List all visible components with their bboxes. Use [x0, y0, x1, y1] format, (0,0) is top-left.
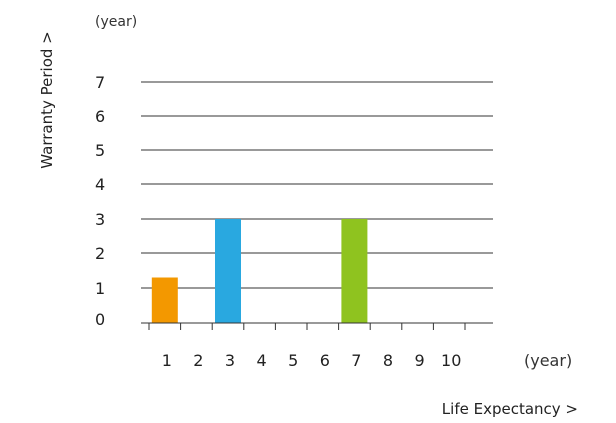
y-tick-label: 3	[95, 210, 105, 229]
x-tick-marks	[148, 323, 466, 330]
y-tick-label: 7	[95, 73, 105, 92]
x-tick-label: 1	[162, 351, 172, 370]
x-tick-label: 6	[320, 351, 330, 370]
x-tick-labels: 1 2 3 4 5 6 7 8 9 10	[162, 351, 462, 370]
y-tick-label: 1	[95, 279, 105, 298]
y-tick-label: 2	[95, 244, 105, 263]
x-tick-label: 4	[257, 351, 267, 370]
bar-1	[151, 277, 178, 323]
y-tick-labels: 0 1 2 3 4 5 6 7	[95, 73, 105, 329]
bars	[151, 219, 368, 323]
y-tick-label: 4	[95, 175, 105, 194]
x-axis-unit: (year)	[524, 351, 572, 370]
x-tick-label: 7	[351, 351, 361, 370]
y-axis-title: Warranty Period >	[38, 31, 56, 168]
x-tick-label: 10	[441, 351, 461, 370]
y-tick-label: 6	[95, 107, 105, 126]
y-axis-unit: (year)	[95, 14, 137, 30]
x-tick-label: 8	[383, 351, 393, 370]
x-tick-label: 9	[415, 351, 425, 370]
x-tick-label: 3	[225, 351, 235, 370]
y-tick-label: 5	[95, 141, 105, 160]
x-axis-title: Life Expectancy >	[442, 400, 578, 418]
x-tick-label: 5	[288, 351, 298, 370]
gridlines	[141, 81, 493, 289]
x-tick-label: 2	[193, 351, 203, 370]
bar-7	[341, 219, 368, 323]
bar-3	[215, 219, 241, 323]
y-tick-label: 0	[95, 310, 105, 329]
